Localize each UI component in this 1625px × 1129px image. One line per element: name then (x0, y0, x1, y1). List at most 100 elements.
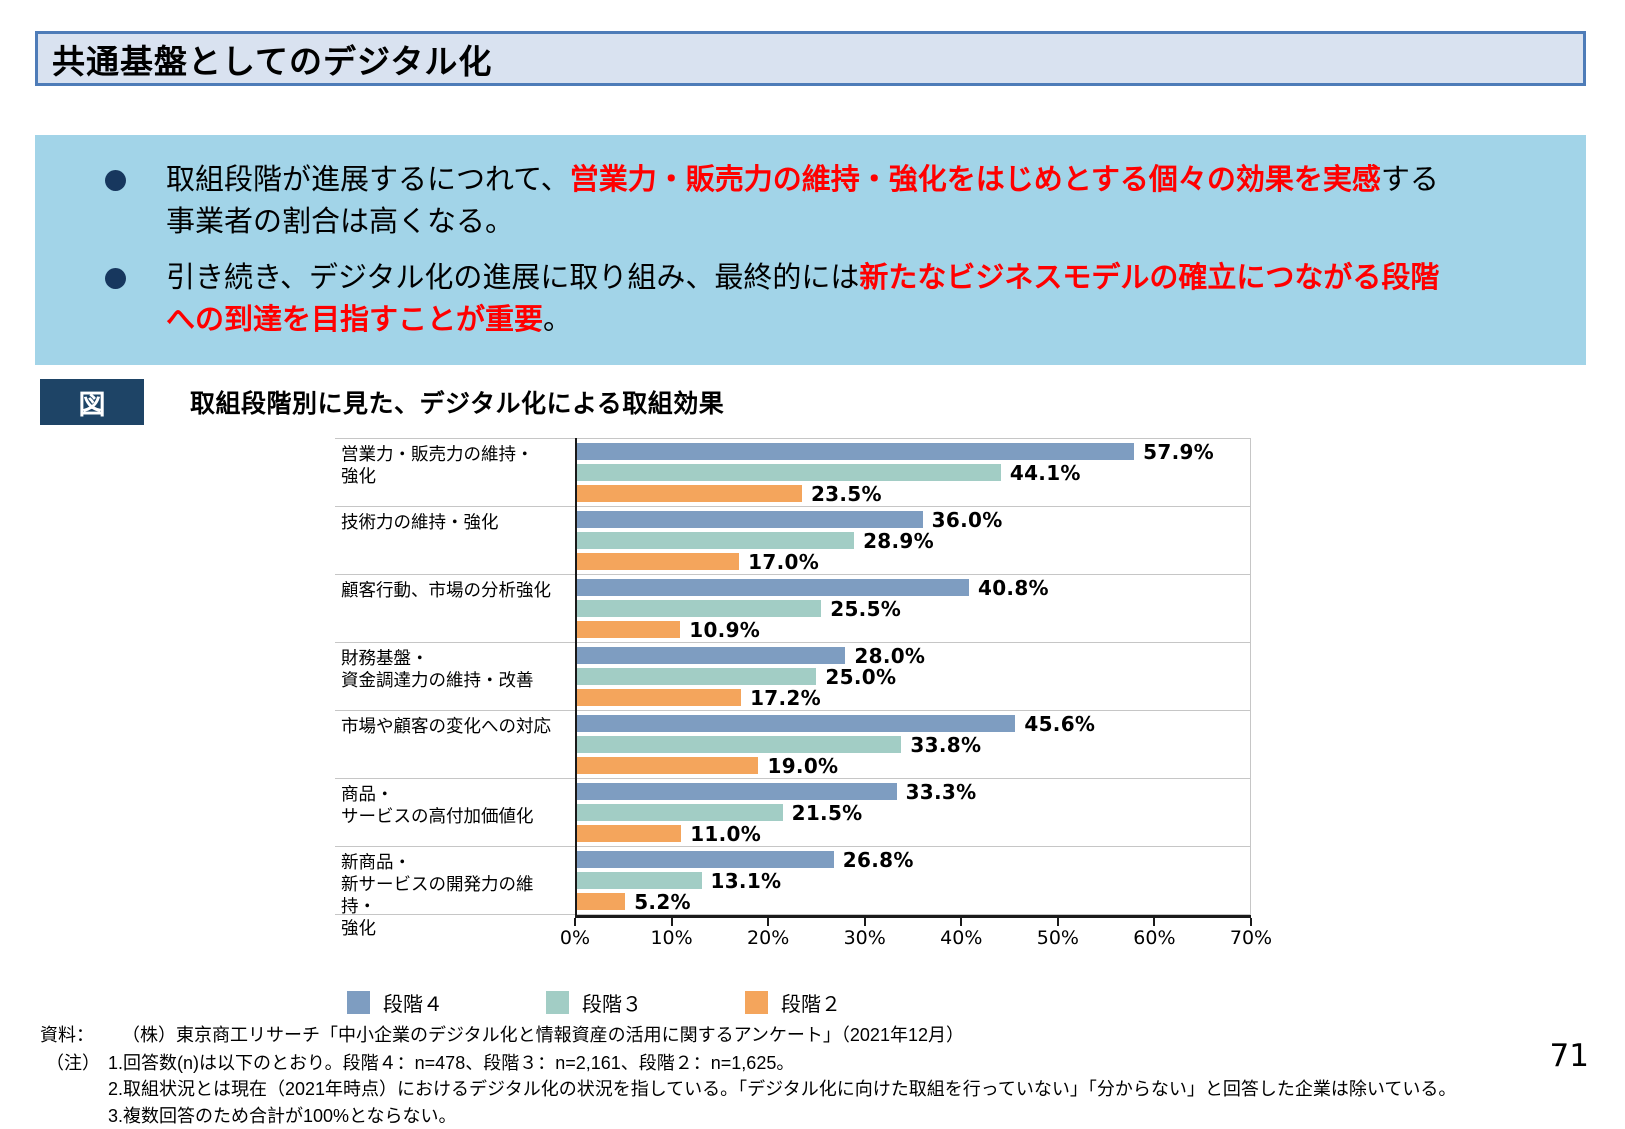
bar-value-label: 26.8% (843, 848, 914, 872)
x-axis-tick-label: 10% (650, 927, 692, 949)
summary-bullet-2: 引き続き、デジタル化の進展に取り組み、最終的には新たなビジネスモデルの確立につな… (95, 257, 1546, 341)
bar-value-label: 40.8% (978, 576, 1049, 600)
bar-line: 57.9% (575, 443, 1251, 460)
bar-value-label: 10.9% (689, 618, 760, 642)
bar-line: 25.5% (575, 600, 1251, 617)
bar-段階３ (575, 736, 901, 753)
bullet-icon (105, 268, 126, 289)
bar-段階２ (575, 825, 681, 842)
bar-段階２ (575, 621, 680, 638)
legend-item: 段階４ (347, 988, 546, 1017)
bar-段階２ (575, 485, 802, 502)
figure-title: 取組段階別に見た、デジタル化による取組効果 (190, 384, 724, 420)
legend-item: 段階３ (546, 988, 745, 1017)
figure-heading: 図 取組段階別に見た、デジタル化による取組効果 (40, 379, 724, 425)
footnotes: 資料： （株）東京商工リサーチ「中小企業のデジタル化と情報資産の活用に関するアン… (40, 1022, 1456, 1129)
bullet-text-pre: 取組段階が進展するにつれて、 (166, 164, 570, 196)
bar-段階４ (575, 511, 923, 528)
note-line: 3.複数回答のため合計が100%とならない。 (108, 1103, 1456, 1129)
x-axis-tick-label: 20% (747, 927, 789, 949)
source-label: 資料： (40, 1022, 94, 1049)
x-axis-tick-label: 60% (1133, 927, 1175, 949)
bar-value-label: 57.9% (1143, 440, 1214, 464)
bar-段階４ (575, 579, 969, 596)
bar-line: 21.5% (575, 804, 1251, 821)
bar-value-label: 5.2% (634, 890, 691, 914)
x-axis-tick-label: 40% (940, 927, 982, 949)
bar-value-label: 25.5% (830, 597, 901, 621)
bar-value-label: 25.0% (825, 665, 896, 689)
bar-value-label: 17.0% (748, 550, 819, 574)
notes-list: 1.回答数(n)は以下のとおり。段階４：n=478、段階３：n=2,161、段階… (108, 1050, 1456, 1129)
y-axis-line (575, 438, 577, 915)
bar-line: 33.3% (575, 783, 1251, 800)
bullet-text-highlight: 営業力・販売力の維持・強化をはじめとする個々の効果を実感 (570, 164, 1381, 196)
category-label: 財務基盤・ 資金調達力の維持・改善 (335, 643, 575, 710)
bar-line: 40.8% (575, 579, 1251, 596)
bar-value-label: 36.0% (932, 508, 1003, 532)
bar-line: 11.0% (575, 825, 1251, 842)
note-line: 2.取組状況とは現在（2021年時点）におけるデジタル化の状況を指している。「デ… (108, 1076, 1456, 1103)
page-title: 共通基盤としてのデジタル化 (52, 35, 492, 83)
category-label: 営業力・販売力の維持・ 強化 (335, 439, 575, 506)
legend-swatch (745, 991, 768, 1014)
bar-段階２ (575, 757, 758, 774)
category-bars: 40.8%25.5%10.9% (575, 575, 1251, 642)
category-label: 市場や顧客の変化への対応 (335, 711, 575, 778)
legend-label: 段階３ (582, 988, 642, 1017)
legend-swatch (546, 991, 569, 1014)
source-row: 資料： （株）東京商工リサーチ「中小企業のデジタル化と情報資産の活用に関するアン… (40, 1022, 1456, 1049)
bar-line: 23.5% (575, 485, 1251, 502)
bar-line: 36.0% (575, 511, 1251, 528)
note-line: 1.回答数(n)は以下のとおり。段階４：n=478、段階３：n=2,161、段階… (108, 1050, 1456, 1077)
page-number: 71 (1550, 1038, 1589, 1074)
bar-line: 13.1% (575, 872, 1251, 889)
legend-label: 段階４ (383, 988, 443, 1017)
bar-value-label: 11.0% (690, 822, 761, 846)
bullet-text: 引き続き、デジタル化の進展に取り組み、最終的には新たなビジネスモデルの確立につな… (166, 257, 1456, 341)
summary-bullet-1: 取組段階が進展するにつれて、営業力・販売力の維持・強化をはじめとする個々の効果を… (95, 159, 1546, 243)
bar-段階３ (575, 668, 816, 685)
category-bars: 36.0%28.9%17.0% (575, 507, 1251, 574)
bar-value-label: 45.6% (1024, 712, 1095, 736)
bar-段階３ (575, 872, 702, 889)
bar-line: 10.9% (575, 621, 1251, 638)
bar-段階４ (575, 715, 1015, 732)
bar-段階２ (575, 553, 739, 570)
bar-line: 33.8% (575, 736, 1251, 753)
category-bars: 26.8%13.1%5.2% (575, 847, 1251, 914)
bar-line: 26.8% (575, 851, 1251, 868)
bar-段階３ (575, 804, 783, 821)
bullet-text: 取組段階が進展するにつれて、営業力・販売力の維持・強化をはじめとする個々の効果を… (166, 159, 1456, 243)
bar-段階４ (575, 647, 845, 664)
chart-legend: 段階４ 段階３ 段階２ (347, 988, 944, 1017)
summary-box: 取組段階が進展するにつれて、営業力・販売力の維持・強化をはじめとする個々の効果を… (35, 135, 1586, 365)
category-bars: 57.9%44.1%23.5% (575, 439, 1251, 506)
category-label: 顧客行動、市場の分析強化 (335, 575, 575, 642)
legend-label: 段階２ (781, 988, 841, 1017)
bar-value-label: 19.0% (767, 754, 838, 778)
bar-line: 28.9% (575, 532, 1251, 549)
legend-swatch (347, 991, 370, 1014)
legend-item: 段階２ (745, 988, 944, 1017)
category-bars: 45.6%33.8%19.0% (575, 711, 1251, 778)
bar-段階４ (575, 783, 897, 800)
category-label: 新商品・ 新サービスの開発力の維持・ 強化 (335, 847, 575, 914)
category-label: 商品・ サービスの高付加価値化 (335, 779, 575, 846)
x-axis-tick-label: 50% (1037, 927, 1079, 949)
figure-badge: 図 (40, 379, 144, 425)
bar-value-label: 33.3% (906, 780, 977, 804)
bar-段階４ (575, 851, 834, 868)
bar-value-label: 21.5% (792, 801, 863, 825)
x-axis-tick-labels: 0%10%20%30%40%50%60%70% (575, 918, 1251, 952)
bar-line: 44.1% (575, 464, 1251, 481)
bar-line: 28.0% (575, 647, 1251, 664)
